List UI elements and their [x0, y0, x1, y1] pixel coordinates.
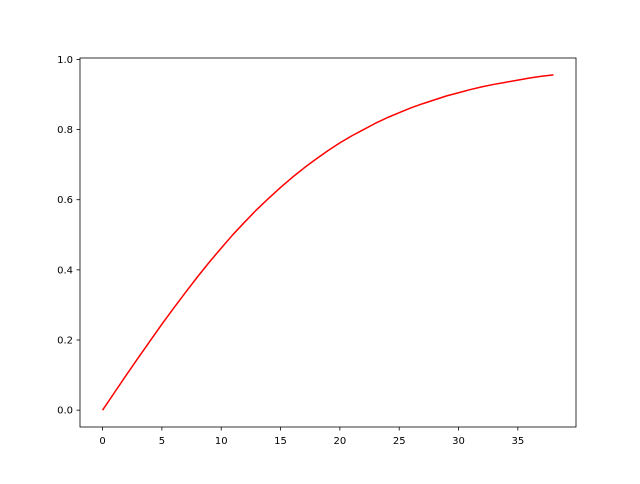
x-tick-label: 10 — [215, 436, 228, 447]
y-tick-label: 1.0 — [57, 55, 73, 66]
x-tick-label: 35 — [511, 436, 524, 447]
x-tick-label: 0 — [99, 436, 105, 447]
y-tick-label: 0.8 — [57, 125, 73, 136]
y-tick-label: 0.0 — [57, 406, 73, 417]
x-tick-label: 30 — [452, 436, 465, 447]
plot-lines — [101, 74, 554, 411]
x-tick-label: 20 — [333, 436, 346, 447]
x-tick-label: 25 — [393, 436, 406, 447]
y-tick-label: 0.2 — [57, 336, 73, 347]
x-axis: 0 5 10 15 20 25 30 35 — [99, 427, 524, 447]
x-tick-label: 15 — [274, 436, 287, 447]
axes-frame — [79, 57, 577, 428]
series-line — [101, 74, 554, 411]
y-tick-label: 0.4 — [57, 265, 73, 276]
y-axis: 0.0 0.2 0.4 0.6 0.8 1.0 — [57, 55, 80, 417]
y-tick-label: 0.6 — [57, 195, 73, 206]
x-tick-label: 5 — [159, 436, 165, 447]
